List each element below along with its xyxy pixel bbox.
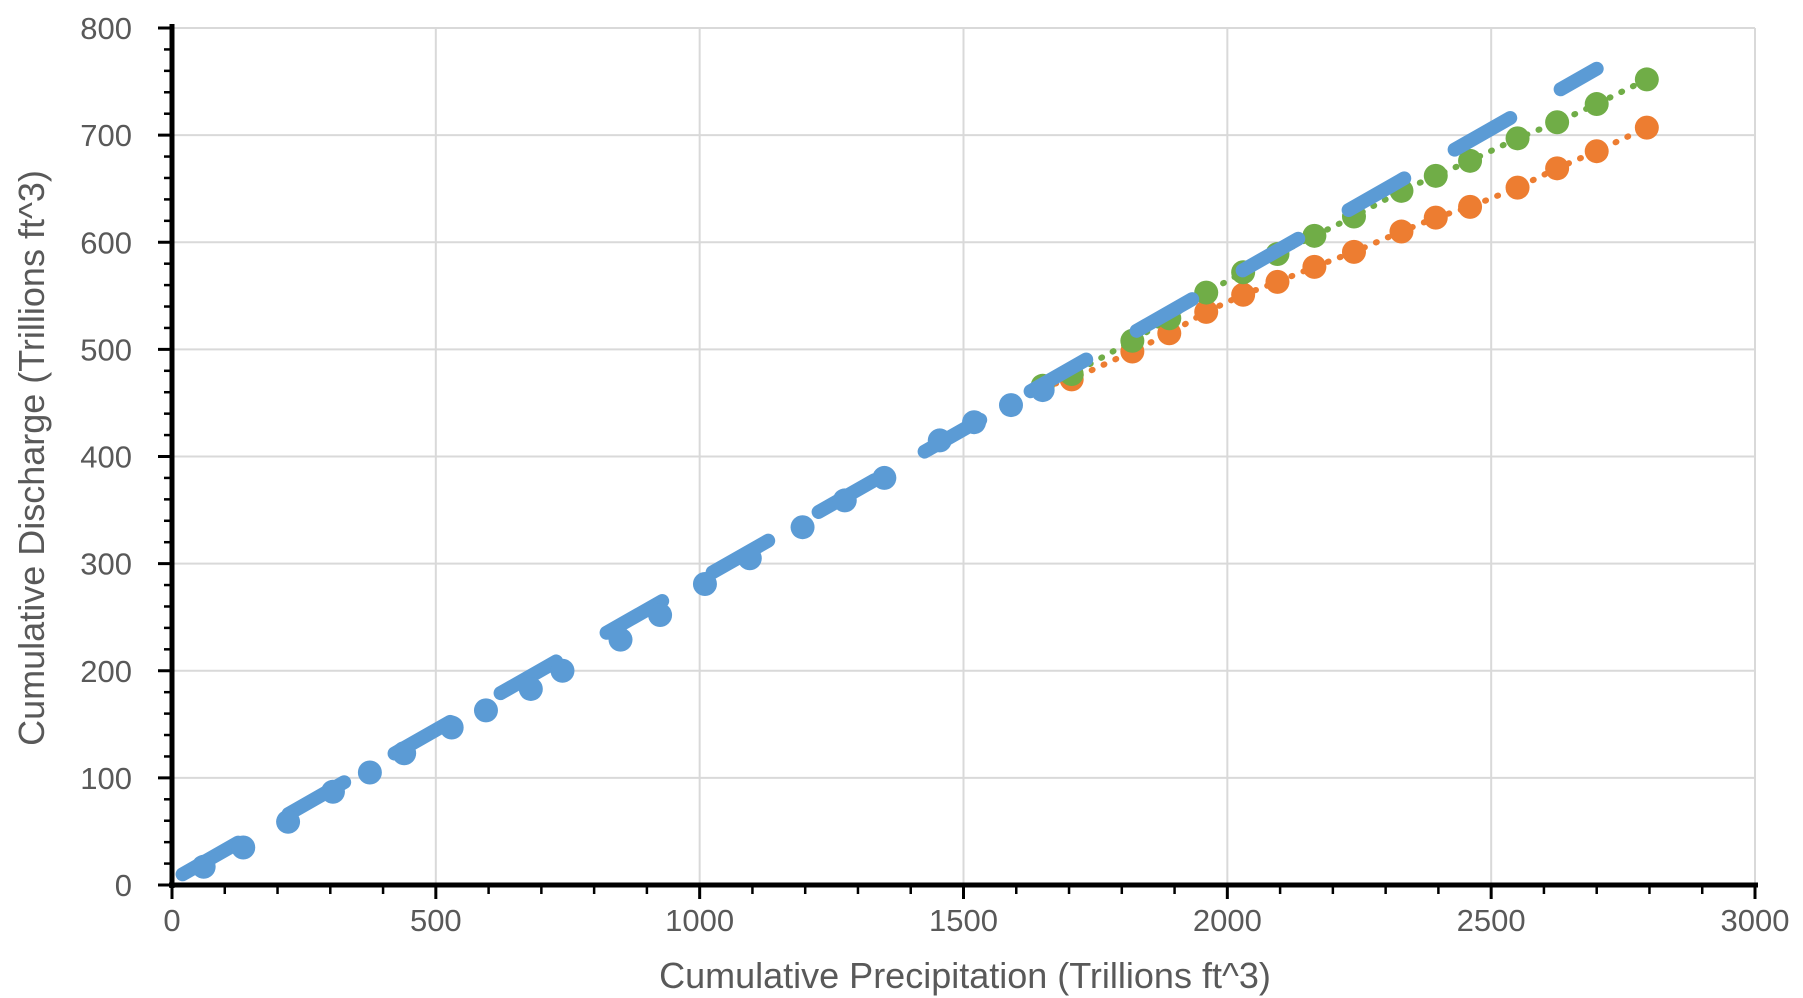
series-2: [175, 61, 1604, 882]
y-tick-label: 0: [115, 868, 132, 903]
series-0-point: [1265, 269, 1290, 294]
series-2-point: [320, 779, 345, 804]
series-2-point: [518, 676, 543, 701]
tick-labels: 0 500 1000 1500 2000 2500 3000 0 100 200 300 400 500…: [80, 11, 1789, 938]
y-axis-title: Cumulative Discharge (Trillions ft^3): [11, 170, 52, 746]
series-1-point: [1423, 163, 1448, 188]
series-2-point: [608, 627, 633, 652]
y-tick-label: 300: [80, 547, 132, 582]
y-tick-label: 700: [80, 118, 132, 153]
y-tick-label: 200: [80, 654, 132, 689]
series-1-point: [1458, 148, 1483, 173]
series-2-point: [276, 809, 301, 834]
series-0-point: [1584, 139, 1609, 164]
series-0-point: [1458, 194, 1483, 219]
series-2-point: [692, 571, 717, 596]
y-tick-label: 600: [80, 225, 132, 260]
series-2-point: [439, 715, 464, 740]
x-tick-label: 2500: [1457, 903, 1526, 938]
series-2-point: [473, 698, 498, 723]
y-tick-label: 800: [80, 11, 132, 46]
series-1-point: [1584, 92, 1609, 117]
series-1-point: [1505, 126, 1530, 151]
series-0-point: [1302, 254, 1327, 279]
x-tick-label: 2000: [1193, 903, 1262, 938]
series-0-point: [1634, 115, 1659, 140]
series-1: [1030, 67, 1659, 398]
series-1-point: [1194, 280, 1219, 305]
series-0-point: [1389, 219, 1414, 244]
series-1-line: [1039, 76, 1650, 389]
series-0-point: [1231, 282, 1256, 307]
series-0-point: [1194, 299, 1219, 324]
series-0: [1030, 115, 1659, 399]
series-2-point: [790, 515, 815, 540]
series-1-point: [1545, 110, 1570, 135]
series-2-point: [357, 760, 382, 785]
y-tick-label: 100: [80, 761, 132, 796]
y-tick-label: 400: [80, 440, 132, 475]
x-tick-label: 500: [410, 903, 462, 938]
series-0-point: [1423, 205, 1448, 230]
y-tick-label: 500: [80, 332, 132, 367]
series-2-point: [231, 835, 256, 860]
x-tick-label: 0: [163, 903, 180, 938]
series-0-line: [1039, 124, 1650, 390]
series-1-point: [1302, 223, 1327, 248]
x-tick-label: 3000: [1721, 903, 1790, 938]
series-2-point: [1030, 378, 1055, 403]
series-1-point: [1634, 67, 1659, 92]
series-2-point: [191, 854, 216, 879]
x-axis-title: Cumulative Precipitation (Trillions ft^3…: [659, 955, 1271, 996]
series-0-point: [1341, 239, 1366, 264]
series-2-point: [737, 546, 762, 571]
series-2-point: [998, 393, 1023, 418]
axes: [158, 24, 1758, 899]
series-2-point: [550, 658, 575, 683]
series-2-trendline: [175, 61, 1604, 882]
x-tick-label: 1500: [929, 903, 998, 938]
series-2-point: [927, 428, 952, 453]
series-0-point: [1545, 156, 1570, 181]
series-2-point: [832, 488, 857, 513]
x-tick-label: 1000: [665, 903, 734, 938]
series-2-point: [872, 465, 897, 490]
series-0-point: [1505, 175, 1530, 200]
series-2-point: [962, 410, 987, 435]
series-2-point: [392, 741, 417, 766]
series-2-point: [648, 603, 673, 628]
series-layer: [175, 61, 1659, 882]
